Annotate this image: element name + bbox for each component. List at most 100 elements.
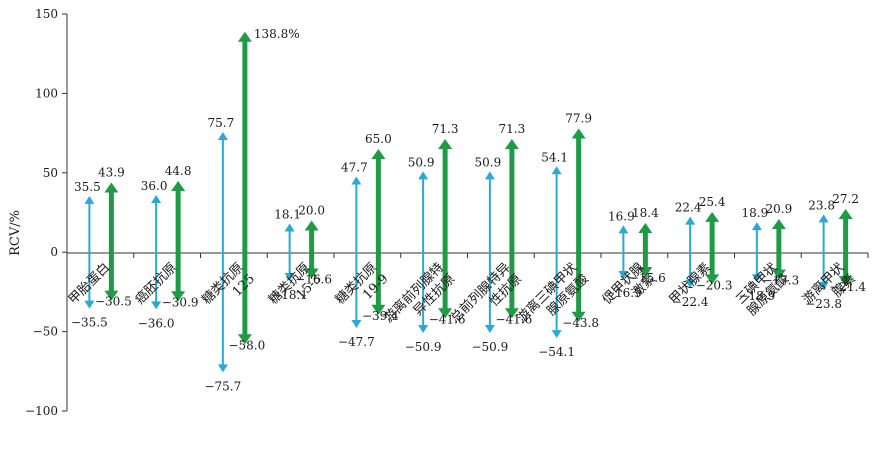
lower-label-s1: −18.9 — [738, 289, 775, 303]
range-arrow-s1-head-up — [618, 225, 629, 234]
range-arrow-s2-head-down — [838, 276, 853, 287]
upper-label-s2: 44.8 — [165, 164, 192, 178]
range-arrow-s2 — [438, 138, 453, 319]
range-arrow-s2 — [705, 211, 720, 285]
range-arrow-s1 — [818, 214, 829, 290]
y-axis-title: RCV/% — [8, 210, 23, 256]
lower-label-s1: −36.0 — [138, 316, 175, 330]
upper-label-s2: 77.9 — [565, 111, 592, 125]
range-arrow-s1-head-down — [351, 319, 362, 328]
upper-label-s1: 54.1 — [541, 150, 568, 164]
range-arrow-s1-head-down — [217, 364, 228, 373]
range-arrow-s1-head-down — [151, 301, 162, 310]
range-arrow-s2-head-up — [705, 211, 720, 222]
range-arrow-s2-head-down — [771, 269, 786, 280]
lower-label-s1: −47.7 — [338, 335, 375, 349]
range-arrow-s2-head-up — [504, 138, 519, 149]
range-arrow-s1-head-up — [751, 222, 762, 231]
range-arrow-s2-head-down — [104, 290, 119, 301]
y-tick-label: 100 — [35, 86, 58, 100]
range-arrow-s1-head-up — [284, 223, 295, 232]
range-arrow-s2-head-down — [304, 268, 319, 279]
upper-label-s1: 35.5 — [74, 180, 101, 194]
range-arrow-s1-head-down — [618, 271, 629, 280]
range-arrow-s2-head-up — [371, 148, 386, 159]
upper-label-s2: 25.4 — [699, 195, 726, 209]
range-arrow-s1-head-up — [418, 171, 429, 180]
range-arrow-s2 — [571, 128, 586, 322]
x-ticks — [66, 253, 869, 258]
range-arrow-s2-head-up — [171, 181, 186, 192]
lower-label-s2: −20.3 — [696, 278, 733, 292]
range-arrow-s1 — [484, 171, 495, 334]
lower-label-s1: −54.1 — [538, 345, 575, 359]
bars — [84, 31, 853, 373]
lower-label-s2: −58.0 — [228, 338, 265, 352]
range-arrow-s2-head-up — [638, 222, 653, 233]
range-arrow-s1-head-down — [751, 274, 762, 283]
lower-label-s1: −18.1 — [271, 288, 308, 302]
upper-label-s1: 22.4 — [675, 201, 702, 215]
upper-label-s2: 20.9 — [766, 202, 793, 216]
range-arrow-s1-head-down — [84, 300, 95, 309]
range-arrow-s2-head-down — [438, 308, 453, 319]
range-arrow-s1 — [418, 171, 429, 334]
range-arrow-s1-head-up — [484, 171, 495, 180]
category-label: 糖类抗原125 — [199, 260, 258, 319]
lower-label-s1: −50.9 — [405, 340, 442, 354]
range-arrow-s1 — [551, 166, 562, 339]
range-arrow-s2-head-up — [838, 209, 853, 220]
lower-label-s2: −15.6 — [629, 271, 666, 285]
upper-label-s2: 65.0 — [365, 132, 392, 146]
range-arrow-s2 — [104, 182, 119, 301]
range-arrow-s2-head-up — [237, 31, 252, 42]
range-arrow-s2-head-down — [638, 266, 653, 277]
upper-label-s2: 43.9 — [98, 165, 125, 179]
range-arrow-s2-head-down — [237, 334, 252, 345]
range-arrow-s2-head-up — [438, 138, 453, 149]
range-arrow-s1 — [151, 195, 162, 310]
range-arrow-s1-head-up — [551, 166, 562, 175]
range-arrow-s1 — [751, 222, 762, 283]
range-arrow-s2-head-down — [705, 274, 720, 285]
range-arrow-s2-head-up — [304, 220, 319, 231]
upper-label-s2: 71.3 — [432, 122, 459, 136]
range-arrow-s1-head-down — [685, 279, 696, 288]
upper-label-s2: 138.8% — [254, 27, 300, 41]
lower-label-s1: −16.9 — [605, 286, 642, 300]
range-arrow-s2 — [371, 148, 386, 315]
range-arrow-s2-head-up — [571, 128, 586, 139]
upper-label-s2: 71.3 — [499, 122, 526, 136]
lower-label-s1: −23.8 — [805, 297, 842, 311]
range-arrow-s1-head-down — [418, 325, 429, 334]
range-arrow-s1 — [618, 225, 629, 280]
range-arrow-s1-head-down — [818, 281, 829, 290]
range-arrow-s1 — [284, 223, 295, 281]
range-arrow-s2-head-up — [104, 182, 119, 193]
lower-label-s2: −30.9 — [162, 295, 199, 309]
data-labels: 35.5 −35.5 36.0 −36.0 75.7 −75.7 18.1 −18.1 47.7… — [71, 27, 866, 394]
upper-label-s1: 50.9 — [408, 155, 435, 169]
range-arrow-s1-head-down — [551, 330, 562, 339]
upper-label-s2: 27.2 — [832, 192, 859, 206]
upper-label-s2: 18.4 — [632, 206, 659, 220]
range-arrow-s1-head-up — [151, 195, 162, 204]
lower-label-s2: −21.4 — [829, 280, 866, 294]
upper-label-s1: 75.7 — [208, 116, 235, 130]
lower-label-s2: −39.4 — [362, 309, 399, 323]
range-arrow-s2-head-up — [771, 219, 786, 230]
upper-label-s1: 50.9 — [475, 155, 502, 169]
range-arrow-s2-head-down — [504, 308, 519, 319]
lower-label-s1: −75.7 — [204, 379, 241, 393]
range-arrow-s2-head-down — [371, 304, 386, 315]
range-arrow-s1 — [217, 131, 228, 373]
range-arrow-s1-head-down — [284, 272, 295, 281]
range-arrow-s1-head-up — [84, 195, 95, 204]
range-arrow-s1-head-up — [217, 131, 228, 140]
range-arrow-s1-head-up — [351, 176, 362, 185]
range-arrow-s2 — [171, 181, 186, 302]
lower-label-s2: −43.8 — [562, 316, 599, 330]
range-arrow-s1-head-up — [685, 216, 696, 225]
range-arrow-s2 — [237, 31, 252, 345]
